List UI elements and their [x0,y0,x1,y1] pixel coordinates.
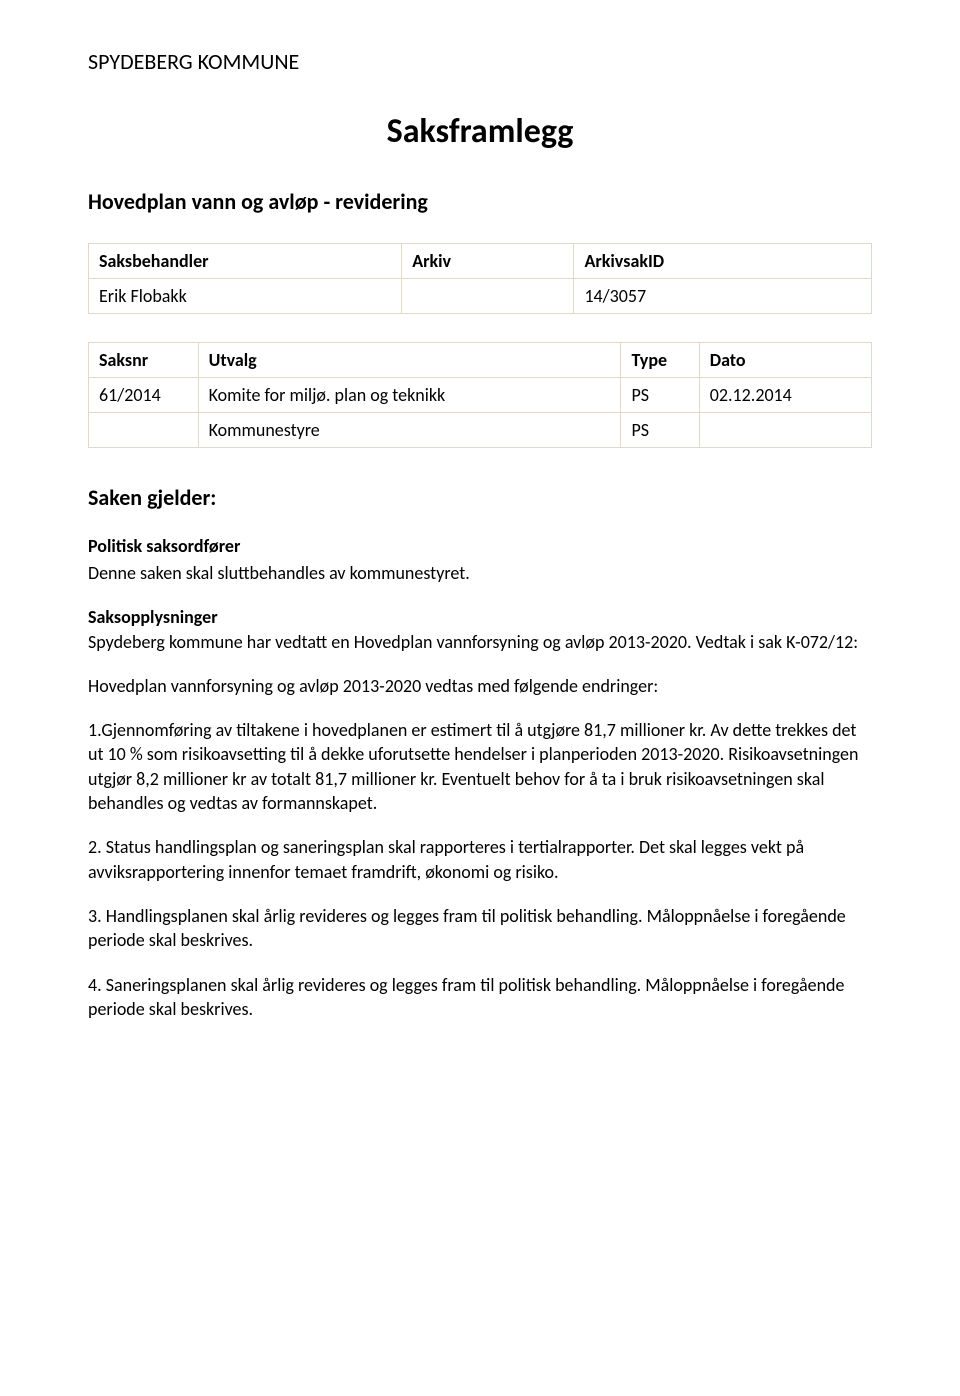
col-header-type: Type [621,343,699,378]
document-title: Saksframlegg [88,111,872,152]
table-row: Erik Flobakk 14/3057 [89,279,872,314]
cell-saksbehandler: Erik Flobakk [89,279,402,314]
numbered-item-1: 1.Gjennomføring av tiltakene i hovedplan… [88,718,872,815]
col-header-arkivsakid: ArkivsakID [574,244,872,279]
table-header-row: Saksbehandler Arkiv ArkivsakID [89,244,872,279]
cell-saksnr [89,413,199,448]
col-header-arkiv: Arkiv [402,244,574,279]
table-header-row: Saksnr Utvalg Type Dato [89,343,872,378]
organization-name: SPYDEBERG KOMMUNE [88,48,872,75]
cell-dato: 02.12.2014 [699,378,871,413]
table-row: Kommunestyre PS [89,413,872,448]
numbered-item-2: 2. Status handlingsplan og saneringsplan… [88,835,872,884]
paragraph-politisk-body: Denne saken skal sluttbehandles av kommu… [88,561,872,585]
document-page: SPYDEBERG KOMMUNE Saksframlegg Hovedplan… [0,0,960,1061]
sub-heading-politisk: Politisk saksordfører [88,535,872,557]
paragraph-sakso-intro: Spydeberg kommune har vedtatt en Hovedpl… [88,630,872,654]
cell-utvalg: Kommunestyre [198,413,621,448]
sub-heading-saksopplysninger: Saksopplysninger [88,606,218,628]
cell-type: PS [621,378,699,413]
paragraph-hovedplan-line: Hovedplan vannforsyning og avløp 2013-20… [88,674,872,698]
subject-title: Hovedplan vann og avløp - revidering [88,188,872,215]
case-handler-table: Saksbehandler Arkiv ArkivsakID Erik Flob… [88,243,872,314]
numbered-item-4: 4. Saneringsplanen skal årlig revideres … [88,973,872,1022]
numbered-item-3: 3. Handlingsplanen skal årlig revideres … [88,904,872,953]
saksopplysninger-block: Saksopplysninger Spydeberg kommune har v… [88,605,872,654]
cell-type: PS [621,413,699,448]
section-heading-saken-gjelder: Saken gjelder: [88,484,872,511]
col-header-dato: Dato [699,343,871,378]
cell-arkivsakid: 14/3057 [574,279,872,314]
col-header-saksbehandler: Saksbehandler [89,244,402,279]
col-header-utvalg: Utvalg [198,343,621,378]
col-header-saksnr: Saksnr [89,343,199,378]
case-meeting-table: Saksnr Utvalg Type Dato 61/2014 Komite f… [88,342,872,448]
table-row: 61/2014 Komite for miljø. plan og teknik… [89,378,872,413]
cell-utvalg: Komite for miljø. plan og teknikk [198,378,621,413]
cell-dato [699,413,871,448]
cell-saksnr: 61/2014 [89,378,199,413]
cell-arkiv [402,279,574,314]
